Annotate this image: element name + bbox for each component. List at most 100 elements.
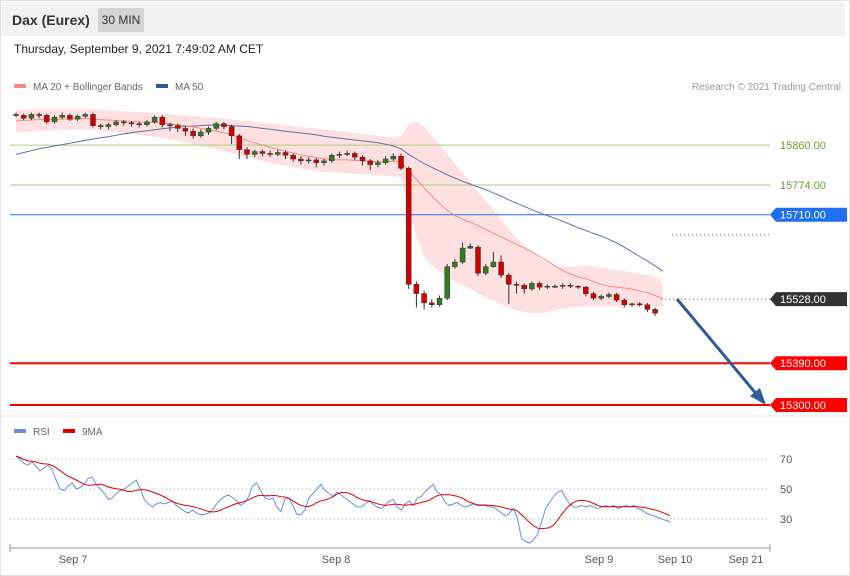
candle-body <box>559 285 566 287</box>
candle-body <box>198 131 204 137</box>
candle-body <box>20 115 27 119</box>
candle-body <box>352 153 358 158</box>
level-label: 15710.00 <box>780 210 826 222</box>
rsi-ma-line <box>15 455 671 530</box>
candle-body <box>190 130 196 137</box>
x-tick-label: Sep 7 <box>59 554 88 566</box>
credit-label: Research © 2021 Trading Central <box>692 82 841 93</box>
rsi-tick-label: 30 <box>780 514 792 526</box>
candle-body <box>13 114 19 116</box>
level-label: 15528.00 <box>780 294 826 306</box>
candle-body <box>128 122 135 125</box>
legend-swatch-rsi <box>14 429 26 433</box>
instrument-title: Dax (Eurex) <box>12 12 90 28</box>
candle-body <box>174 125 181 129</box>
candle-body <box>382 158 389 163</box>
candle-body <box>144 121 150 125</box>
rsi-line <box>15 455 671 544</box>
candle-body <box>321 160 327 163</box>
level-tag <box>770 356 847 371</box>
candle-body <box>305 159 312 162</box>
candle-body <box>90 114 96 126</box>
candle-body <box>421 293 427 304</box>
level-label: 15390.00 <box>780 358 826 370</box>
x-tick-label: Sep 9 <box>585 554 614 566</box>
candle-body <box>275 152 281 155</box>
candle-body <box>506 274 512 285</box>
candle-body <box>121 121 127 124</box>
forecast-arrow <box>675 298 760 397</box>
candle-body <box>498 261 504 276</box>
candle-body <box>459 247 466 263</box>
legend-swatch-ma50 <box>156 84 168 88</box>
x-tick-label: Sep 8 <box>322 554 351 566</box>
candle-body <box>205 128 212 133</box>
legend-label-ma50: MA 50 <box>175 82 204 93</box>
level-label: 15300.00 <box>780 400 826 412</box>
candle-body <box>444 266 450 299</box>
candle-body <box>44 115 50 123</box>
candle-body <box>652 309 658 314</box>
level-tag <box>770 398 847 412</box>
candle-body <box>82 114 89 117</box>
candle-body <box>482 266 489 274</box>
level-tag <box>770 292 847 307</box>
chart-header: Dax (Eurex) 30 MIN <box>2 2 845 36</box>
rsi-tick-label: 50 <box>780 484 792 496</box>
x-tick-label: Sep 21 <box>729 554 764 566</box>
candle-body <box>313 159 320 163</box>
candle-body <box>606 294 612 297</box>
candle-body <box>552 285 558 288</box>
candle-body <box>105 124 112 127</box>
candle-body <box>644 304 651 310</box>
candle-body <box>344 153 350 155</box>
candle-body <box>521 285 527 290</box>
candle-body <box>151 116 158 123</box>
candle-body <box>413 284 420 294</box>
candle-body <box>475 246 481 274</box>
forecast-arrowhead <box>750 388 766 405</box>
candle-body <box>59 115 65 118</box>
candle-body <box>390 155 397 160</box>
candle-body <box>298 158 304 162</box>
candle-body <box>621 299 628 305</box>
candle-body <box>228 126 235 137</box>
candle-body <box>405 168 412 285</box>
candle-body <box>567 285 574 287</box>
candle-body <box>213 123 219 129</box>
candle-body <box>113 121 119 125</box>
candle-body <box>290 155 296 160</box>
candle-body <box>97 125 104 127</box>
candle-body <box>259 151 266 154</box>
candle-body <box>436 297 443 305</box>
candle-body <box>398 155 404 169</box>
candle-body <box>36 114 42 116</box>
candle-body <box>74 116 81 120</box>
candle-body <box>28 114 35 119</box>
candle-body <box>236 135 243 150</box>
legend-label-ma20: MA 20 + Bollinger Bands <box>33 82 143 93</box>
legend-label-rsi: RSI <box>33 427 50 438</box>
candle-body <box>529 283 535 290</box>
level-tag <box>770 207 847 222</box>
bollinger-band <box>16 108 663 314</box>
legend-label-9ma: 9MA <box>82 427 103 438</box>
level-label: 15774.00 <box>780 180 826 192</box>
candle-body <box>598 296 604 299</box>
candle-body <box>182 128 189 132</box>
candle-body <box>429 302 435 305</box>
timeframe-button[interactable]: 30 MIN <box>98 8 144 32</box>
level-label: 15860.00 <box>780 140 826 152</box>
candle-body <box>490 261 497 267</box>
candle-body <box>375 162 381 165</box>
candle-body <box>282 152 289 156</box>
candle-body <box>159 116 166 125</box>
candle-body <box>636 303 643 306</box>
candle-body <box>513 284 520 286</box>
x-tick-label: Sep 10 <box>658 554 693 566</box>
candle-body <box>136 123 142 125</box>
candle-body <box>359 156 366 162</box>
candle-body <box>167 124 173 126</box>
candle-body <box>629 303 635 306</box>
